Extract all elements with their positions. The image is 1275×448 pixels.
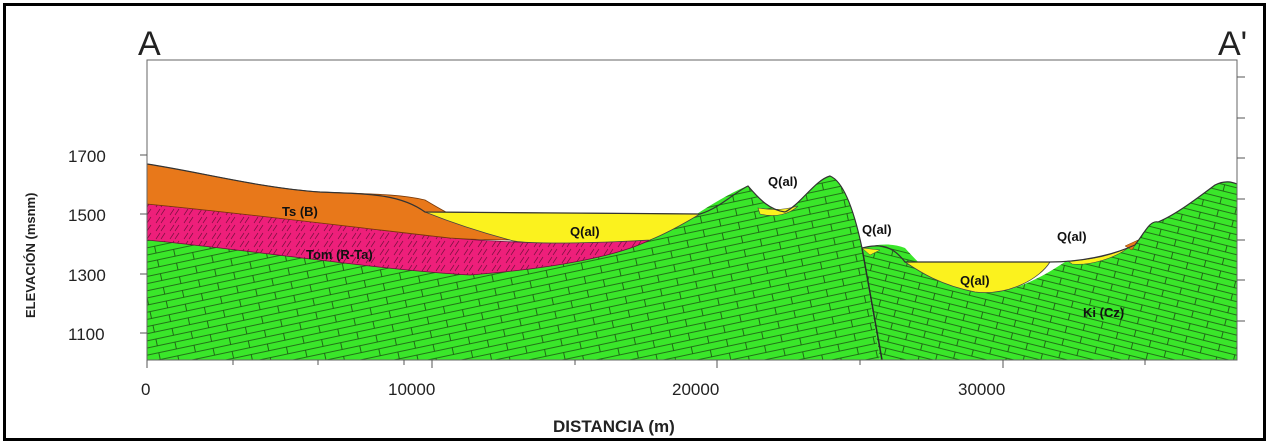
- unit-qal-basin: [424, 211, 702, 244]
- unit-label-ts: Ts (B): [282, 204, 318, 219]
- unit-label-tom: Tom (R-Ta): [306, 247, 373, 262]
- section-end-label: A': [1218, 25, 1247, 63]
- unit-label-qal: Q(al): [768, 174, 798, 189]
- x-tick-label: 10000: [388, 380, 435, 399]
- unit-label-ki: Ki (Cz): [1083, 305, 1124, 320]
- y-axis-label: ELEVACIÓN (msnm): [23, 193, 38, 318]
- x-tick-label: 20000: [672, 380, 719, 399]
- unit-ki-right: [862, 181, 1237, 360]
- section-start-label: A: [138, 25, 161, 63]
- fault-line: [861, 247, 883, 360]
- unit-label-qal: Q(al): [960, 273, 990, 288]
- x-tick-label: 0: [141, 380, 150, 399]
- unit-label-qal: Q(al): [1057, 229, 1087, 244]
- plot-area-border: [146, 59, 1238, 361]
- x-tick-label: 30000: [958, 380, 1005, 399]
- y-tick-label: 1100: [68, 325, 105, 344]
- y-axis: [140, 76, 1245, 334]
- x-axis-label: DISTANCIA (m): [553, 417, 675, 436]
- unit-label-qal: Q(al): [570, 224, 600, 239]
- unit-ki-left: [147, 176, 880, 360]
- unit-label-qal: Q(al): [862, 222, 892, 237]
- topographic-surface: [147, 163, 1237, 263]
- y-tick-label: 1500: [68, 206, 106, 225]
- x-axis: [146, 360, 1146, 368]
- unit-qal-fault: [861, 247, 881, 256]
- y-tick-label: 1300: [68, 266, 106, 285]
- y-tick-label: 1700: [68, 147, 106, 166]
- unit-qal-valley: [903, 261, 1051, 293]
